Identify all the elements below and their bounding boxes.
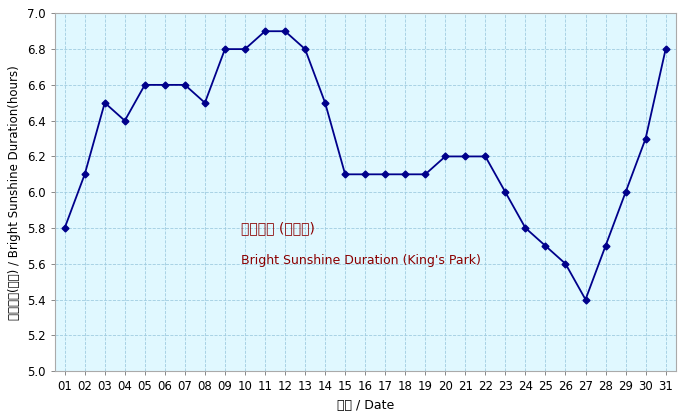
Y-axis label: 平均日照(小時) / Bright Sunshine Duration(hours): 平均日照(小時) / Bright Sunshine Duration(hour… — [8, 65, 21, 320]
X-axis label: 日期 / Date: 日期 / Date — [337, 399, 394, 412]
Text: Bright Sunshine Duration (King's Park): Bright Sunshine Duration (King's Park) — [241, 254, 481, 267]
Text: 平均日照 (京士柏): 平均日照 (京士柏) — [241, 221, 315, 235]
